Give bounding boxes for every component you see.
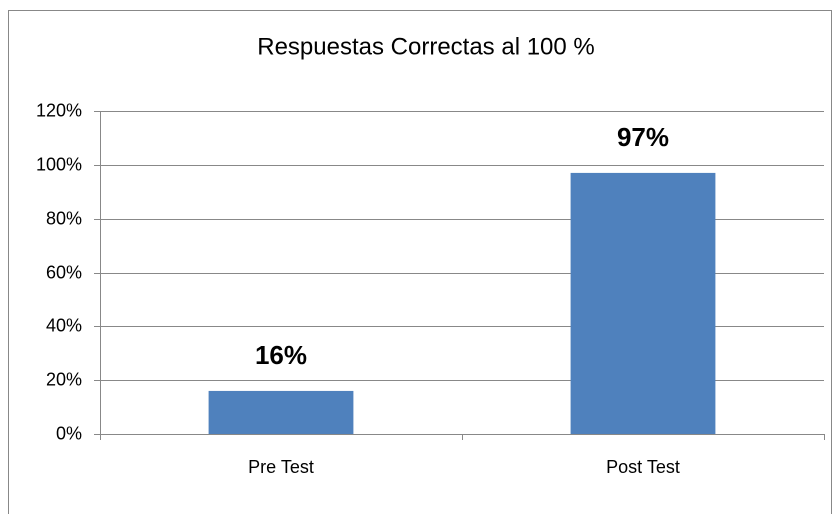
y-tick-label: 120% [36, 100, 82, 120]
bar [570, 172, 716, 435]
y-tick-label: 40% [46, 315, 82, 335]
data-label: 16% [255, 340, 307, 370]
x-tick-label: Post Test [606, 457, 680, 477]
y-tick-label: 100% [36, 154, 82, 174]
y-tick-label: 20% [46, 369, 82, 389]
y-tick-label: 60% [46, 262, 82, 282]
y-tick-label: 0% [56, 423, 82, 443]
chart-title: Respuestas Correctas al 100 % [257, 33, 595, 60]
data-label: 97% [617, 122, 669, 152]
x-tick-label: Pre Test [248, 457, 314, 477]
bar [208, 390, 354, 434]
y-tick-label: 80% [46, 208, 82, 228]
